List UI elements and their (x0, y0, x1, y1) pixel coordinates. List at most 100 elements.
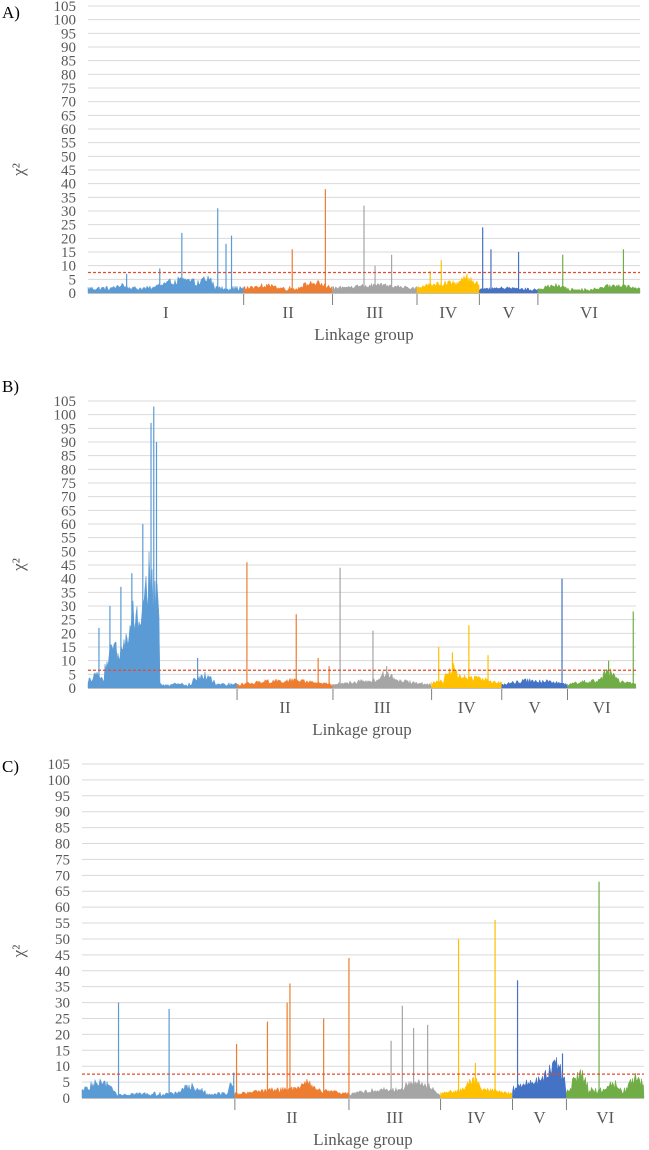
group-label-III: III (366, 303, 383, 322)
y-tick-label: 50 (61, 149, 76, 165)
y-tick-label: 100 (54, 408, 77, 424)
y-tick-label: 60 (55, 900, 70, 916)
y-tick-label: 60 (61, 122, 76, 138)
y-tick-label: 55 (61, 136, 76, 152)
series-group-V (501, 578, 568, 689)
group-label-I: I (163, 303, 169, 322)
y-tick-label: 75 (55, 852, 70, 868)
y-tick-label: 65 (61, 108, 76, 124)
group-label-II: II (282, 303, 294, 322)
y-axis-title: χ² (9, 558, 28, 572)
y-tick-label: 0 (69, 681, 77, 697)
series-area (87, 551, 238, 689)
series-group-III (332, 205, 418, 294)
series-group-II (243, 189, 333, 294)
y-tick-label: 40 (61, 177, 76, 193)
series-area (566, 1069, 645, 1099)
series-group-VI (566, 881, 645, 1099)
series-group-III (332, 567, 432, 689)
y-tick-label: 20 (61, 231, 76, 247)
y-tick-label: 45 (55, 948, 70, 964)
y-tick-label: 5 (63, 1075, 71, 1091)
series-area (512, 1057, 567, 1099)
y-tick-label: 5 (69, 667, 77, 683)
series-area (87, 275, 244, 294)
y-tick-label: 105 (54, 394, 77, 410)
x-axis-title: Linkage group (313, 1130, 413, 1149)
series-area (348, 1078, 441, 1099)
group-label-III: III (386, 1108, 403, 1127)
group-label-III: III (374, 698, 391, 717)
y-tick-label: 40 (61, 572, 76, 588)
panel-label: B) (2, 377, 19, 396)
y-tick-label: 105 (54, 0, 77, 15)
y-tick-label: 105 (48, 757, 71, 773)
y-tick-label: 90 (55, 805, 70, 821)
series-area (479, 286, 539, 294)
group-label-V: V (533, 1108, 546, 1127)
y-tick-label: 65 (61, 503, 76, 519)
y-tick-label: 55 (61, 531, 76, 547)
y-tick-label: 95 (61, 421, 76, 437)
y-tick-label: 85 (61, 54, 76, 70)
series-area (243, 280, 333, 294)
y-tick-label: 50 (61, 544, 76, 560)
group-label-IV: IV (468, 1108, 487, 1127)
series-group-I (87, 208, 244, 294)
series-group-unlabeled-0 (81, 1002, 236, 1099)
y-tick-label: 95 (61, 26, 76, 42)
group-label-II: II (279, 698, 291, 717)
y-tick-label: 20 (55, 1027, 70, 1043)
chart-panel-3: C) 05101520253035404550556065707580859095… (2, 757, 645, 1149)
chart-panel-2: B) 05101520253035404550556065707580859095… (2, 377, 637, 739)
series-group-unlabeled-0 (87, 406, 238, 689)
y-axis-title: χ² (9, 163, 28, 177)
series-group-II (234, 958, 350, 1099)
y-tick-label: 35 (61, 190, 76, 206)
y-tick-label: 70 (61, 490, 76, 506)
y-tick-label: 25 (61, 613, 76, 629)
y-tick-label: 10 (61, 259, 76, 275)
y-tick-label: 100 (48, 773, 71, 789)
group-label-VI: VI (596, 1108, 614, 1127)
y-tick-label: 5 (69, 272, 77, 288)
group-label-V: V (528, 698, 541, 717)
series-area (431, 662, 502, 689)
series-group-VI (537, 249, 641, 294)
y-tick-label: 45 (61, 558, 76, 574)
series-group-IV (431, 625, 502, 689)
series-area (567, 668, 637, 689)
y-tick-label: 20 (61, 626, 76, 642)
y-tick-label: 95 (55, 789, 70, 805)
y-tick-label: 80 (61, 67, 76, 83)
series-group-IV (416, 260, 480, 294)
y-tick-label: 75 (61, 81, 76, 97)
y-tick-label: 15 (61, 245, 76, 261)
chart-panel-1: A) 05101520253035404550556065707580859095… (2, 0, 641, 344)
series-area (501, 678, 568, 689)
y-tick-label: 55 (55, 916, 70, 932)
series-group-III (348, 1005, 441, 1099)
group-label-VI: VI (593, 698, 611, 717)
y-tick-label: 80 (55, 837, 70, 853)
y-tick-label: 15 (61, 640, 76, 656)
y-tick-label: 75 (61, 476, 76, 492)
y-tick-label: 90 (61, 40, 76, 56)
group-label-V: V (502, 303, 515, 322)
y-tick-label: 80 (61, 462, 76, 478)
group-label-II: II (286, 1108, 298, 1127)
y-tick-label: 35 (55, 980, 70, 996)
series-area (537, 282, 641, 294)
group-label-IV: IV (458, 698, 477, 717)
y-tick-label: 70 (55, 868, 70, 884)
y-tick-label: 40 (55, 964, 70, 980)
y-tick-label: 0 (69, 286, 77, 302)
y-tick-label: 30 (61, 599, 76, 615)
series-area (81, 1078, 236, 1099)
y-tick-label: 30 (55, 996, 70, 1012)
series-area (416, 273, 480, 294)
y-tick-label: 50 (55, 932, 70, 948)
y-tick-label: 90 (61, 435, 76, 451)
y-tick-label: 25 (61, 218, 76, 234)
